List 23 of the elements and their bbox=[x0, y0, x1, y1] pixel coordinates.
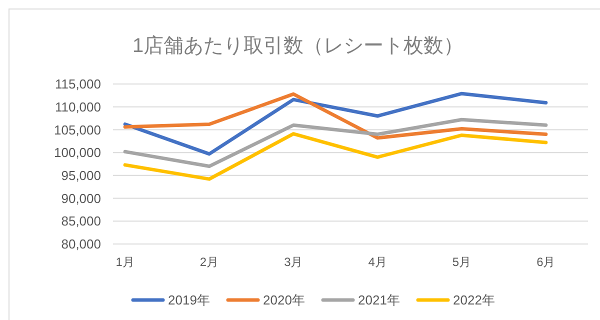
y-tick-label: 115,000 bbox=[54, 76, 101, 92]
y-tick-label: 80,000 bbox=[61, 236, 101, 252]
legend-label: 2019年 bbox=[168, 292, 210, 308]
x-tick-label: 2月 bbox=[200, 255, 219, 269]
line-series bbox=[123, 92, 548, 140]
x-tick-label: 5月 bbox=[452, 255, 472, 269]
x-tick-label: 4月 bbox=[368, 255, 387, 269]
y-tick-label: 110,000 bbox=[54, 99, 101, 114]
legend-label: 2022年 bbox=[453, 292, 495, 308]
x-tick-label: 6月 bbox=[536, 255, 556, 269]
legend-label: 2020年 bbox=[263, 292, 305, 308]
line-series bbox=[123, 118, 548, 168]
y-tick-label: 95,000 bbox=[61, 168, 101, 183]
y-tick-label: 100,000 bbox=[54, 145, 101, 160]
y-tick-label: 105,000 bbox=[54, 122, 101, 138]
chart-title: 1店舗あたり取引数（レシート枚数） bbox=[132, 35, 464, 57]
legend-label: 2021年 bbox=[358, 292, 400, 308]
y-tick-label: 85,000 bbox=[61, 214, 101, 229]
x-tick-label: 1月 bbox=[116, 255, 134, 269]
x-tick-label: 3月 bbox=[284, 255, 303, 269]
y-tick-label: 90,000 bbox=[61, 190, 101, 206]
line-series bbox=[123, 92, 548, 156]
line-series bbox=[123, 132, 548, 181]
